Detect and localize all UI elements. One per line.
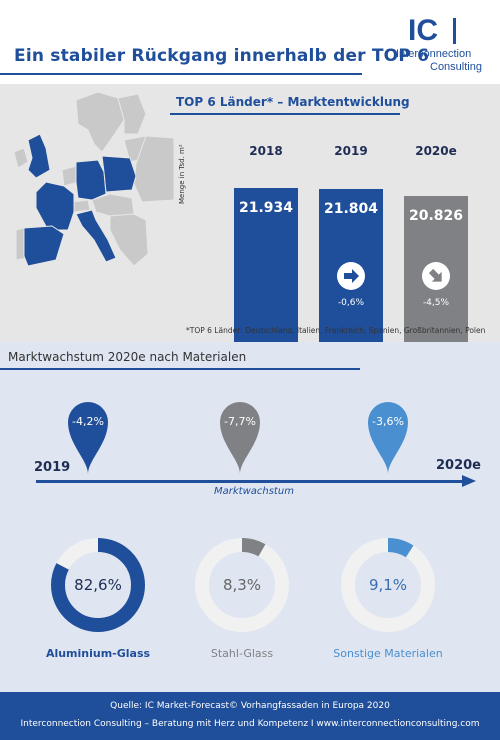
map-finland <box>117 93 147 135</box>
donut-category-label: Aluminium-Glass <box>45 647 151 660</box>
donut-segment <box>341 538 435 632</box>
bar-value-label: 21.804 <box>323 200 379 217</box>
title-underline <box>0 73 362 75</box>
map-balkans <box>109 213 149 267</box>
timeline-start-label: 2019 <box>34 460 71 475</box>
map-poland <box>101 155 137 193</box>
timeline-end-label: 2020e <box>436 458 481 473</box>
market-title-underline <box>170 113 400 115</box>
material-growth-section: Marktwachstum 2020e nach Materialen 2019… <box>0 342 500 692</box>
map-scandinavia <box>75 91 125 153</box>
donut-category-label: Sonstige Materialen <box>333 647 443 660</box>
market-bar-chart: 2018 21.934 2019 21.804 -0,6% 2020e 20.826 -4,5… <box>0 84 500 342</box>
logo-ic-text: IC <box>408 14 438 47</box>
bar-value-label: 21.934 <box>238 200 294 216</box>
donut-chart <box>195 538 289 632</box>
donut-value-label: 9,1% <box>368 576 408 594</box>
growth-pin-value: -4,2% <box>72 415 104 428</box>
donut-category-label: Stahl-Glass <box>210 647 274 660</box>
material-growth-title: Marktwachstum 2020e nach Materialen <box>8 350 247 364</box>
logo-bar <box>453 18 456 44</box>
donut-chart <box>341 538 435 632</box>
bar-change-label: -0,6% <box>337 298 365 308</box>
logo-line1: Interconnection <box>396 48 472 60</box>
growth-pin-marker <box>368 402 408 474</box>
map-ireland <box>13 147 29 169</box>
donut-segment <box>195 538 289 632</box>
map-east <box>133 135 175 203</box>
company-logo: IC Interconnection Consulting <box>396 14 496 74</box>
map-italy <box>75 209 117 263</box>
footer-source: Quelle: IC Market-Forecast© Vorhangfassa… <box>110 701 390 711</box>
bar-category-label: 2018 <box>249 144 283 158</box>
donut-segment <box>51 538 145 632</box>
market-development-section: TOP 6 Länder* – Marktentwicklung Menge i… <box>0 84 500 342</box>
change-arrow-icon <box>422 262 450 290</box>
bar-category-label: 2020e <box>415 144 457 158</box>
change-arrow-icon <box>337 262 365 290</box>
donut-chart <box>51 538 145 632</box>
europe-map <box>13 91 175 267</box>
timeline-arrowhead <box>462 475 476 487</box>
bar <box>234 188 298 342</box>
timeline-line <box>36 480 466 483</box>
material-growth-underline <box>0 368 360 370</box>
growth-pin-marker <box>68 402 108 474</box>
growth-pin-value: -7,7% <box>224 415 256 428</box>
footer: Quelle: IC Market-Forecast© Vorhangfassa… <box>0 692 500 740</box>
growth-pin-value: -3,6% <box>372 415 404 428</box>
map-germany <box>75 159 107 201</box>
page-title: Ein stabiler Rückgang innerhalb der TOP … <box>14 46 430 66</box>
header: Ein stabiler Rückgang innerhalb der TOP … <box>0 0 500 78</box>
bar-value-label: 20.826 <box>408 207 464 224</box>
map-uk <box>27 133 51 179</box>
map-spain <box>23 225 65 267</box>
logo-line2: Consulting <box>430 61 482 73</box>
bar-category-label: 2019 <box>334 144 368 158</box>
market-chart-title: TOP 6 Länder* – Marktentwicklung <box>176 95 410 109</box>
timeline-axis-label: Marktwachstum <box>214 486 294 497</box>
growth-pin-marker <box>220 402 260 474</box>
donut-value-label: 8,3% <box>222 576 262 594</box>
map-france <box>35 181 75 231</box>
bar-change-label: -4,5% <box>422 298 450 308</box>
footer-company-line: Interconnection Consulting – Beratung mi… <box>20 719 480 729</box>
donut-value-label: 82,6% <box>74 576 122 594</box>
market-footnote: *TOP 6 Länder: Deutschland, Italien, Fra… <box>186 326 486 335</box>
